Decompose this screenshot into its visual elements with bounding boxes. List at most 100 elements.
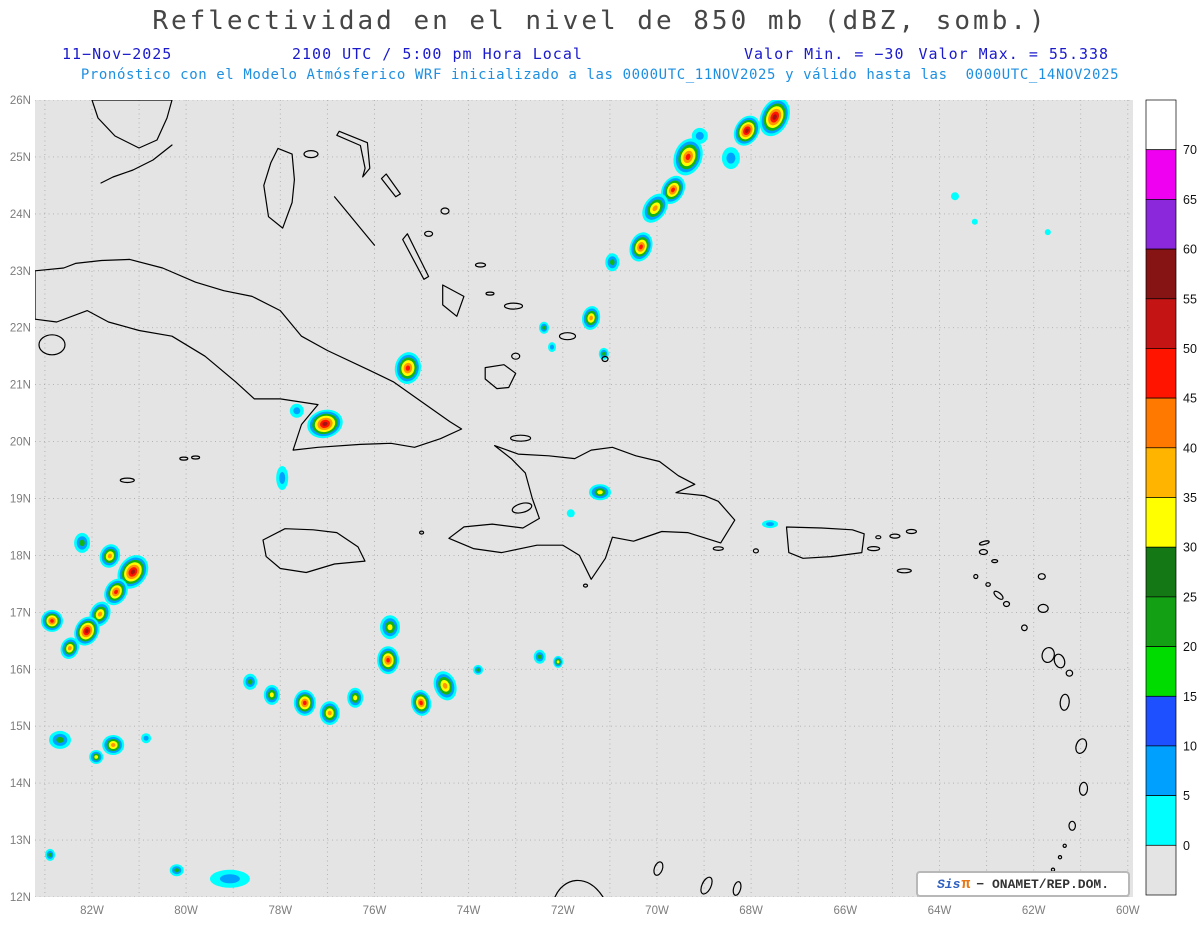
storm-cell-ring [405,365,411,371]
colorbar-segment [1145,248,1177,300]
storm-cell-ring [85,629,89,634]
colorbar-tick-label: 35 [1183,491,1197,505]
storm-cell-ring [387,624,393,631]
island-st-vincent [1068,820,1077,831]
colorbar-tick-label: 5 [1183,789,1190,803]
island-st-thomas [889,533,901,539]
lon-tick-label: 68W [739,905,763,917]
coast-puerto-rico [785,526,865,559]
storm-cell-ring [589,315,593,321]
lon-tick-label: 82W [80,905,104,917]
pi-icon: π [961,875,971,893]
colorbar-tick-label: 60 [1183,243,1197,257]
storm-cell-ring [56,736,64,743]
lon-tick-label: 60W [1116,905,1140,917]
island-barbuda [1037,573,1046,580]
colorbar-tick-label: 50 [1183,342,1197,356]
colorbar-tick-label: 25 [1183,590,1197,604]
coast-long-island [402,233,430,280]
island-cayman-brac [191,455,201,460]
island-grand-cayman [119,477,135,484]
colorbar-segment [1145,497,1177,548]
storm-cell-ring [597,490,603,495]
lat-tick-label: 15N [10,721,31,733]
coast-guajira [554,879,604,897]
lat-tick-label: 19N [10,494,31,506]
storm-cell-ring [303,700,307,706]
island-st-martin [978,548,989,556]
colorbar-segment [1145,596,1177,647]
lat-tick-label: 21N [10,380,31,392]
island-nevis [1002,600,1011,608]
island-antigua [1037,603,1049,613]
storm-cell-ring [50,619,54,623]
coast-jamaica [262,528,366,574]
storm-cell-ring [652,205,658,212]
colorbar-segment [1145,99,1177,151]
lon-tick-label: 64W [928,905,952,917]
island-aruba [653,861,664,876]
colorbar-segment [1145,447,1177,498]
colorbar-tick-label: 0 [1183,839,1190,853]
map-plot-area [35,100,1133,897]
island-samana-cay [474,262,487,268]
colorbar-tick-label: 20 [1183,640,1197,654]
colorbar-segment [1145,199,1177,250]
island-san-salvador [440,207,450,215]
storm-cell-ring [67,646,72,651]
colorbar-tick-label: 45 [1183,392,1197,406]
header-line2: 11−Nov−2025 2100 UTC / 5:00 pm Hora Loca… [0,45,1200,65]
lat-tick-label: 17N [10,607,31,619]
lat-tick-label: 26N [10,95,31,107]
island-plana-cays [485,291,495,296]
storm-cell-ring [279,472,286,484]
colorbar-segment [1145,397,1177,449]
island-mayaguana [503,302,524,310]
island-little-inagua [511,352,521,360]
island-guadeloupe-e [1053,653,1066,669]
colorbar-tick-label: 70 [1183,143,1197,157]
coast-eleuthera [336,130,371,178]
colorbar-segment [1145,646,1177,697]
storm-cell-ring [269,692,274,698]
island-guadeloupe-w [1041,646,1055,664]
island-mona [752,548,760,554]
storm-cell-ring [130,569,136,575]
island-rum-cay [424,230,434,237]
coast-florida-tip [91,100,173,149]
colorbar-segment [1145,695,1177,747]
lon-tick-label: 62W [1022,905,1046,917]
storm-cell-ring [610,259,615,266]
storm-cell-ring [951,192,959,201]
lat-tick-label: 14N [10,778,31,790]
lat-tick-label: 16N [10,664,31,676]
coastlines [35,100,1089,897]
lat-tick-label: 20N [10,437,31,449]
storm-cell-ring [537,654,542,660]
longitude-axis: 82W 80W 78W 76W 74W 72W 70W 68W 66W 64W 62W 60W [80,905,1140,917]
storm-cell-ring [550,344,554,350]
island-statia [985,582,991,587]
island-beata [582,583,589,588]
colorbar-tick-label: 30 [1183,541,1197,555]
coast-andros [263,147,295,229]
storm-cell-ring [327,710,332,716]
branding-org: − ONAMET/REP.DOM. [976,876,1110,892]
value-min: Valor Min. = −30 [744,45,905,63]
storm-cell-ring [566,509,575,518]
island-st-lucia [1078,781,1089,796]
lat-tick-label: 23N [10,266,31,278]
storm-cell-ring [353,695,358,701]
storm-cell-ring [685,153,691,161]
value-range: Valor Min. = −30 Valor Max. = 55.338 [744,45,1109,63]
island-dominica [1059,693,1070,711]
lon-tick-label: 72W [551,905,575,917]
colorbar-tick-label: 65 [1183,193,1197,207]
island-st-barth [991,559,999,564]
lat-tick-label: 25N [10,152,31,164]
coast-great-inagua [484,364,517,390]
lon-tick-label: 78W [268,905,292,917]
storm-cell-ring [247,679,253,685]
